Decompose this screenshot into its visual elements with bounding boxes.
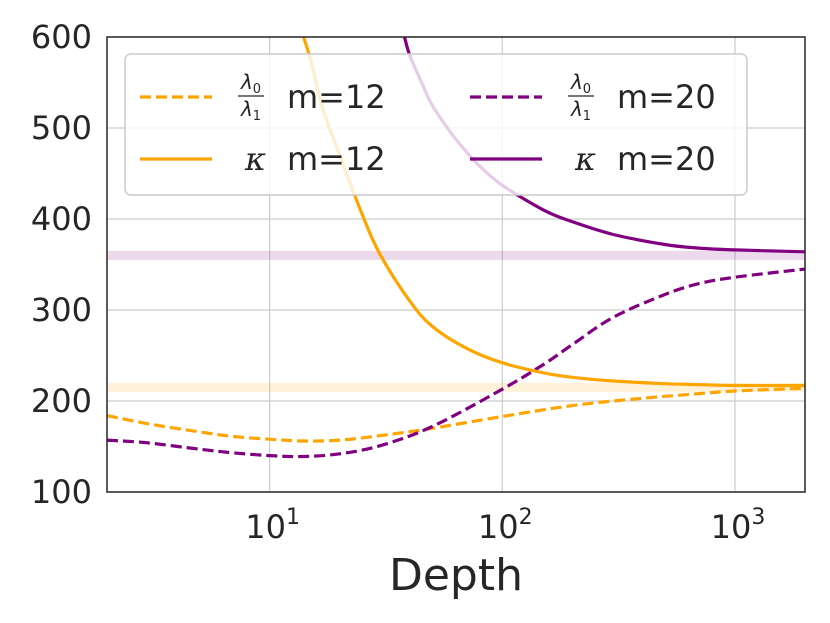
y-tick-label: 100 (31, 473, 92, 511)
y-axis: 100 200 300 400 500 600 (31, 18, 92, 511)
x-tick-label: 102 (478, 505, 533, 546)
y-tick-label: 300 (31, 291, 92, 329)
y-tick-label: 600 (31, 18, 92, 56)
x-axis-label: Depth (389, 550, 523, 601)
legend-label: m=12 (287, 140, 386, 178)
y-tick-label: 200 (31, 382, 92, 420)
y-tick-label: 400 (31, 200, 92, 238)
legend-label: m=20 (617, 78, 716, 116)
x-tick-label: 103 (711, 505, 766, 546)
legend-box (124, 53, 748, 196)
series-line (107, 386, 805, 443)
asymptote-bands (107, 250, 805, 392)
plot-frame (106, 36, 806, 493)
x-axis: 101 102 103 (245, 505, 765, 546)
legend-label: m=12 (287, 78, 386, 116)
series-line (107, 267, 805, 459)
legend-label: m=20 (617, 140, 716, 178)
y-tick-label: 500 (31, 109, 92, 147)
x-tick-label: 101 (245, 505, 300, 546)
legend-kappa-symbol: κ (574, 140, 596, 178)
legend-kappa-symbol: κ (244, 140, 266, 178)
